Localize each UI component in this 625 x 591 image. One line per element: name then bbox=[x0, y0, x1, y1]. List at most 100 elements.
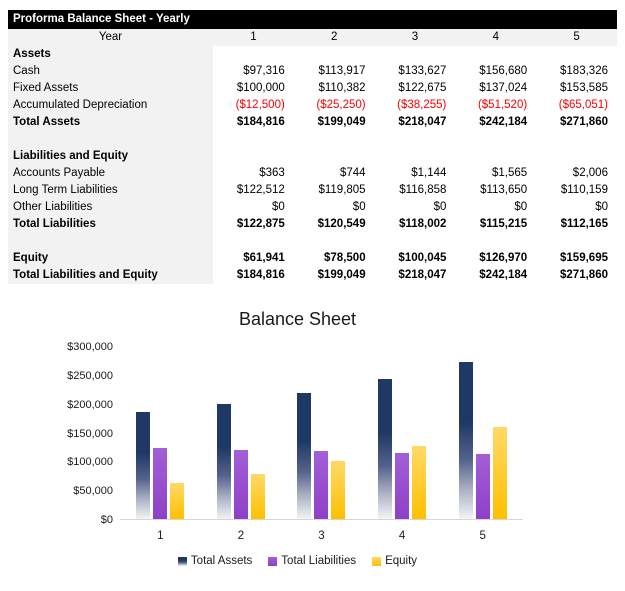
row-label[interactable]: Long Term Liabilities bbox=[8, 182, 213, 199]
year-header-cell-4[interactable]: 4 bbox=[455, 29, 537, 46]
row-label[interactable]: Total Assets bbox=[8, 114, 213, 131]
value-cell[interactable] bbox=[375, 46, 456, 63]
year-header-label[interactable]: Year bbox=[8, 29, 213, 46]
row-label[interactable]: Fixed Assets bbox=[8, 80, 213, 97]
row-label[interactable]: Total Liabilities bbox=[8, 216, 213, 233]
value-cell[interactable] bbox=[536, 233, 617, 250]
value-cell[interactable]: $100,000 bbox=[236, 82, 285, 94]
value-cell[interactable]: $159,695 bbox=[560, 252, 608, 264]
value-cell[interactable]: $115,215 bbox=[479, 218, 528, 230]
value-cell[interactable] bbox=[455, 131, 536, 148]
row-label[interactable]: Liabilities and Equity bbox=[8, 148, 213, 165]
y-tick-label: $50,000 bbox=[73, 485, 113, 498]
value-cell[interactable]: $112,165 bbox=[560, 218, 608, 230]
value-cell[interactable]: $1,144 bbox=[411, 167, 447, 179]
value-cell[interactable]: $271,860 bbox=[560, 269, 608, 281]
value-cell[interactable] bbox=[213, 233, 294, 250]
bar-total-assets bbox=[458, 362, 473, 519]
value-cell[interactable]: $137,024 bbox=[479, 82, 528, 94]
value-cell[interactable]: $110,382 bbox=[318, 82, 366, 94]
value-cell[interactable]: $113,917 bbox=[318, 65, 366, 77]
value-cell[interactable]: $218,047 bbox=[398, 116, 447, 128]
value-cell[interactable]: ($12,500) bbox=[235, 99, 285, 111]
year-header-cell-3[interactable]: 3 bbox=[374, 29, 456, 46]
value-cell[interactable] bbox=[536, 148, 617, 165]
bar-group-year-3 bbox=[281, 347, 362, 519]
year-header-cell-1[interactable]: 1 bbox=[213, 29, 294, 46]
value-cell[interactable]: $1,565 bbox=[492, 167, 528, 179]
value-cell[interactable]: $156,680 bbox=[479, 65, 528, 77]
value-cell[interactable]: ($25,250) bbox=[316, 99, 366, 111]
value-cell[interactable]: $744 bbox=[340, 167, 366, 179]
value-cell[interactable]: $0 bbox=[352, 201, 366, 213]
row-label[interactable]: Accumulated Depreciation bbox=[8, 97, 213, 114]
value-cell[interactable] bbox=[294, 131, 375, 148]
year-header-cell-2[interactable]: 2 bbox=[293, 29, 375, 46]
value-cell[interactable] bbox=[375, 233, 456, 250]
value-cell[interactable] bbox=[294, 46, 375, 63]
row-label[interactable]: Other Liabilities bbox=[8, 199, 213, 216]
value-cell[interactable]: $0 bbox=[514, 201, 528, 213]
row-label[interactable]: Cash bbox=[8, 63, 213, 80]
row-label[interactable] bbox=[8, 233, 213, 250]
row-label[interactable]: Total Liabilities and Equity bbox=[8, 267, 213, 284]
value-cell[interactable]: $61,941 bbox=[243, 252, 285, 264]
value-cell[interactable]: $120,549 bbox=[317, 218, 366, 230]
year-header-cell-5[interactable]: 5 bbox=[536, 29, 617, 46]
value-cell[interactable]: $242,184 bbox=[479, 116, 528, 128]
value-cell[interactable]: $199,049 bbox=[317, 116, 366, 128]
value-cell[interactable]: $78,500 bbox=[324, 252, 366, 264]
value-cell[interactable]: $119,805 bbox=[318, 184, 366, 196]
value-cell[interactable]: ($51,520) bbox=[477, 99, 528, 111]
value-cell[interactable]: $97,316 bbox=[243, 65, 285, 77]
value-cell[interactable]: $218,047 bbox=[398, 269, 447, 281]
bar-equity bbox=[250, 473, 265, 519]
value-cell[interactable] bbox=[213, 46, 294, 63]
value-cell[interactable] bbox=[455, 46, 536, 63]
bar-total-liabilities bbox=[395, 452, 410, 519]
value-cell[interactable]: $133,627 bbox=[398, 65, 447, 77]
value-cell[interactable]: $2,006 bbox=[572, 167, 608, 179]
value-cell[interactable]: $363 bbox=[259, 167, 285, 179]
table-row: Other Liabilities $0 $0 $0 $0 $0 bbox=[8, 199, 617, 216]
sheet-title-bar: Proforma Balance Sheet - Yearly bbox=[8, 10, 617, 29]
row-label[interactable]: Assets bbox=[8, 46, 213, 63]
value-cell[interactable]: $0 bbox=[433, 201, 447, 213]
value-cell[interactable] bbox=[375, 131, 456, 148]
value-cell[interactable] bbox=[536, 46, 617, 63]
value-cell[interactable]: $184,816 bbox=[236, 116, 285, 128]
value-cell[interactable] bbox=[375, 148, 456, 165]
value-cell[interactable] bbox=[294, 148, 375, 165]
value-cell[interactable] bbox=[455, 148, 536, 165]
row-label[interactable] bbox=[8, 131, 213, 148]
value-cell[interactable]: $116,858 bbox=[399, 184, 447, 196]
value-cell[interactable]: ($65,051) bbox=[558, 99, 608, 111]
value-cell[interactable]: $0 bbox=[595, 201, 608, 213]
bar-total-assets bbox=[378, 379, 393, 519]
value-cell[interactable] bbox=[455, 233, 536, 250]
value-cell[interactable] bbox=[213, 148, 294, 165]
value-cell[interactable]: $113,650 bbox=[480, 184, 528, 196]
value-cell[interactable]: $122,875 bbox=[236, 218, 285, 230]
y-tick-label: $300,000 bbox=[67, 341, 113, 353]
value-cell[interactable]: $126,970 bbox=[479, 252, 528, 264]
value-cell[interactable] bbox=[536, 131, 617, 148]
value-cell[interactable]: $242,184 bbox=[479, 269, 528, 281]
row-label[interactable]: Equity bbox=[8, 250, 213, 267]
value-cell[interactable]: $118,002 bbox=[399, 218, 447, 230]
value-cell[interactable]: $199,049 bbox=[317, 269, 366, 281]
value-cell[interactable]: $122,675 bbox=[398, 82, 447, 94]
value-cell[interactable] bbox=[213, 131, 294, 148]
value-cell[interactable]: $122,512 bbox=[236, 184, 285, 196]
value-cell[interactable]: ($38,255) bbox=[397, 99, 447, 111]
value-cell[interactable]: $184,816 bbox=[236, 269, 285, 281]
value-cell[interactable]: $153,585 bbox=[560, 82, 608, 94]
value-cell[interactable]: $0 bbox=[272, 201, 285, 213]
value-cell[interactable]: $100,045 bbox=[398, 252, 447, 264]
value-cell[interactable]: $110,159 bbox=[560, 184, 608, 196]
value-cell[interactable]: $183,326 bbox=[560, 65, 608, 77]
row-label[interactable]: Accounts Payable bbox=[8, 165, 213, 182]
value-cell[interactable] bbox=[294, 233, 375, 250]
table-row: Accounts Payable $363 $744 $1,144 $1,565 $2,0… bbox=[8, 165, 617, 182]
value-cell[interactable]: $271,860 bbox=[560, 116, 608, 128]
